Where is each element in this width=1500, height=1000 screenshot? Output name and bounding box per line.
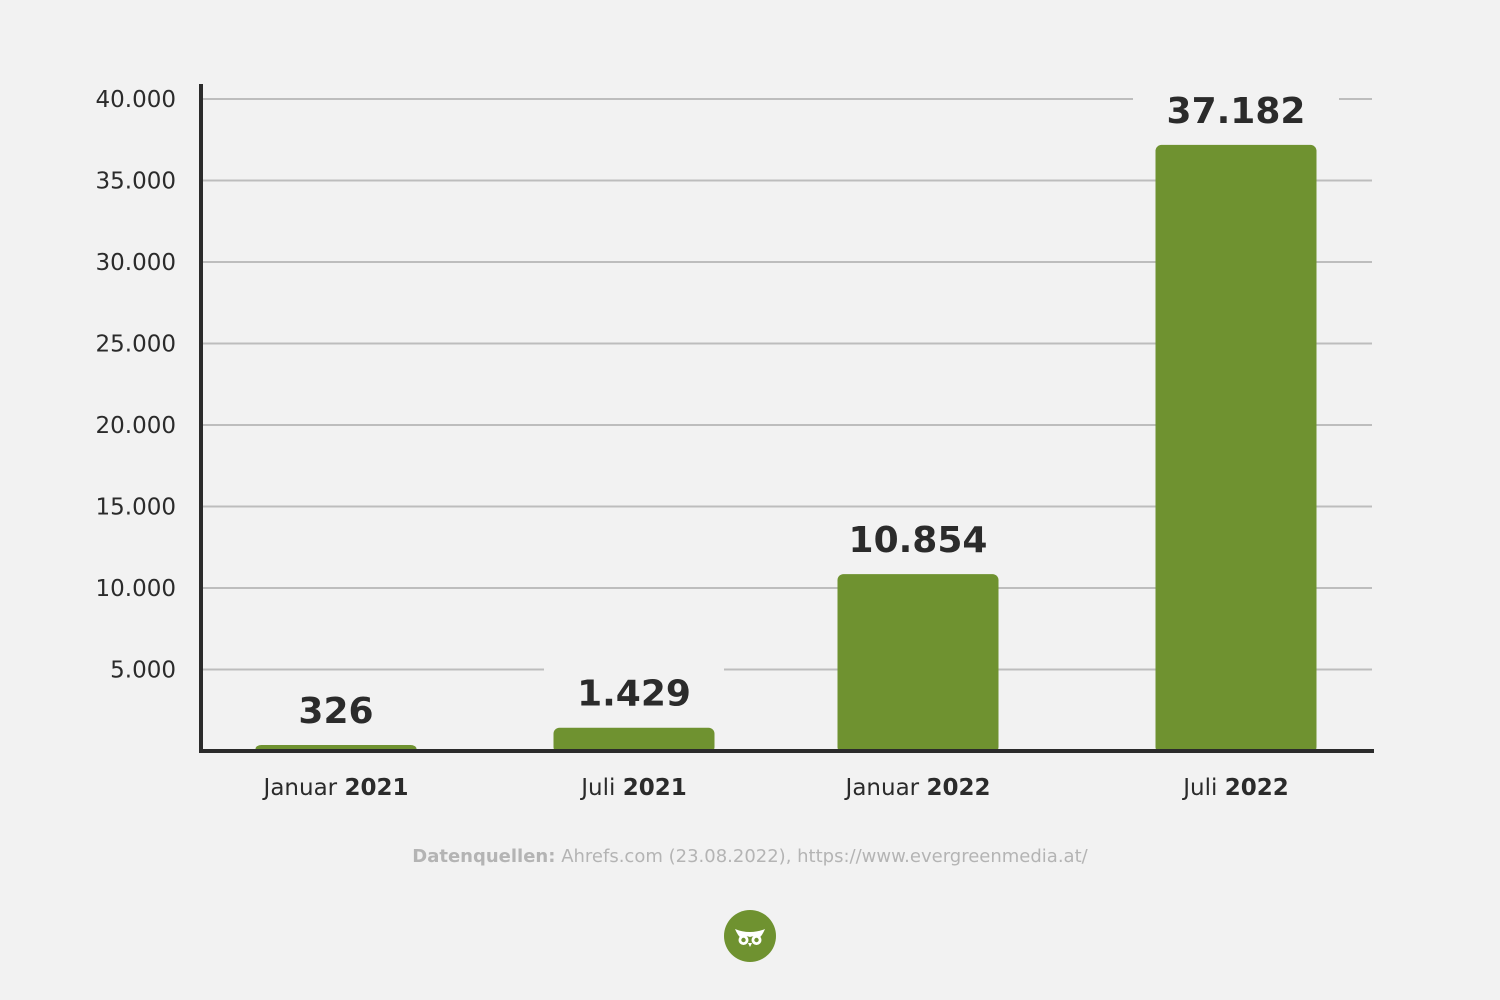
- bar-chart: 5.000 10.000 15.000 20.000 25.000 30.000 35.00…: [95, 78, 1374, 801]
- bar: [1155, 144, 1317, 753]
- value-labels: 326 1.429 10.854 37.182: [272, 78, 1339, 739]
- x-tick-month: Juli: [1181, 775, 1224, 801]
- x-tick-month: Januar: [262, 775, 345, 801]
- x-tick-year: 2022: [1225, 775, 1289, 801]
- y-tick-label: 35.000: [96, 169, 176, 195]
- value-label: 1.429: [577, 674, 691, 715]
- gridlines: [201, 98, 1372, 671]
- x-tick-label: Januar 2021: [262, 775, 409, 801]
- value-label-background: [272, 679, 400, 739]
- value-label-background: [1133, 78, 1339, 139]
- value-label: 10.854: [849, 520, 988, 561]
- x-tick-label: Juli 2021: [579, 775, 686, 801]
- y-tick-label: 20.000: [96, 413, 176, 439]
- value-label: 37.182: [1167, 91, 1306, 132]
- x-tick-year: 2022: [926, 775, 990, 801]
- x-tick-label: Januar 2022: [844, 775, 991, 801]
- y-tick-label: 10.000: [96, 576, 176, 602]
- y-tick-label: 40.000: [96, 87, 176, 113]
- bar: [553, 727, 715, 753]
- x-tick-year: 2021: [344, 775, 408, 801]
- y-tick-label: 30.000: [96, 250, 176, 276]
- x-tick-month: Juli: [579, 775, 622, 801]
- value-label: 326: [298, 691, 373, 732]
- y-tick-label: 15.000: [96, 495, 176, 521]
- x-axis-ticks: Januar 2021 Juli 2021 Januar 2022 Juli 2022: [262, 775, 1289, 801]
- source-note: Datenquellen: Ahrefs.com (23.08.2022), h…: [0, 846, 1500, 867]
- x-tick-label: Juli 2022: [1181, 775, 1288, 801]
- source-text: Ahrefs.com (23.08.2022), https://www.eve…: [561, 846, 1088, 867]
- y-axis-ticks: 5.000 10.000 15.000 20.000 25.000 30.000 35.00…: [96, 87, 176, 684]
- x-tick-month: Januar: [844, 775, 927, 801]
- owl-icon: [724, 910, 776, 962]
- y-tick-label: 5.000: [110, 658, 176, 684]
- value-label-background: [544, 661, 724, 722]
- value-label-background: [815, 508, 1021, 569]
- x-tick-year: 2021: [623, 775, 687, 801]
- y-tick-label: 25.000: [96, 332, 176, 358]
- source-label: Datenquellen:: [412, 846, 556, 867]
- bars: [255, 144, 1317, 753]
- bar: [837, 574, 999, 753]
